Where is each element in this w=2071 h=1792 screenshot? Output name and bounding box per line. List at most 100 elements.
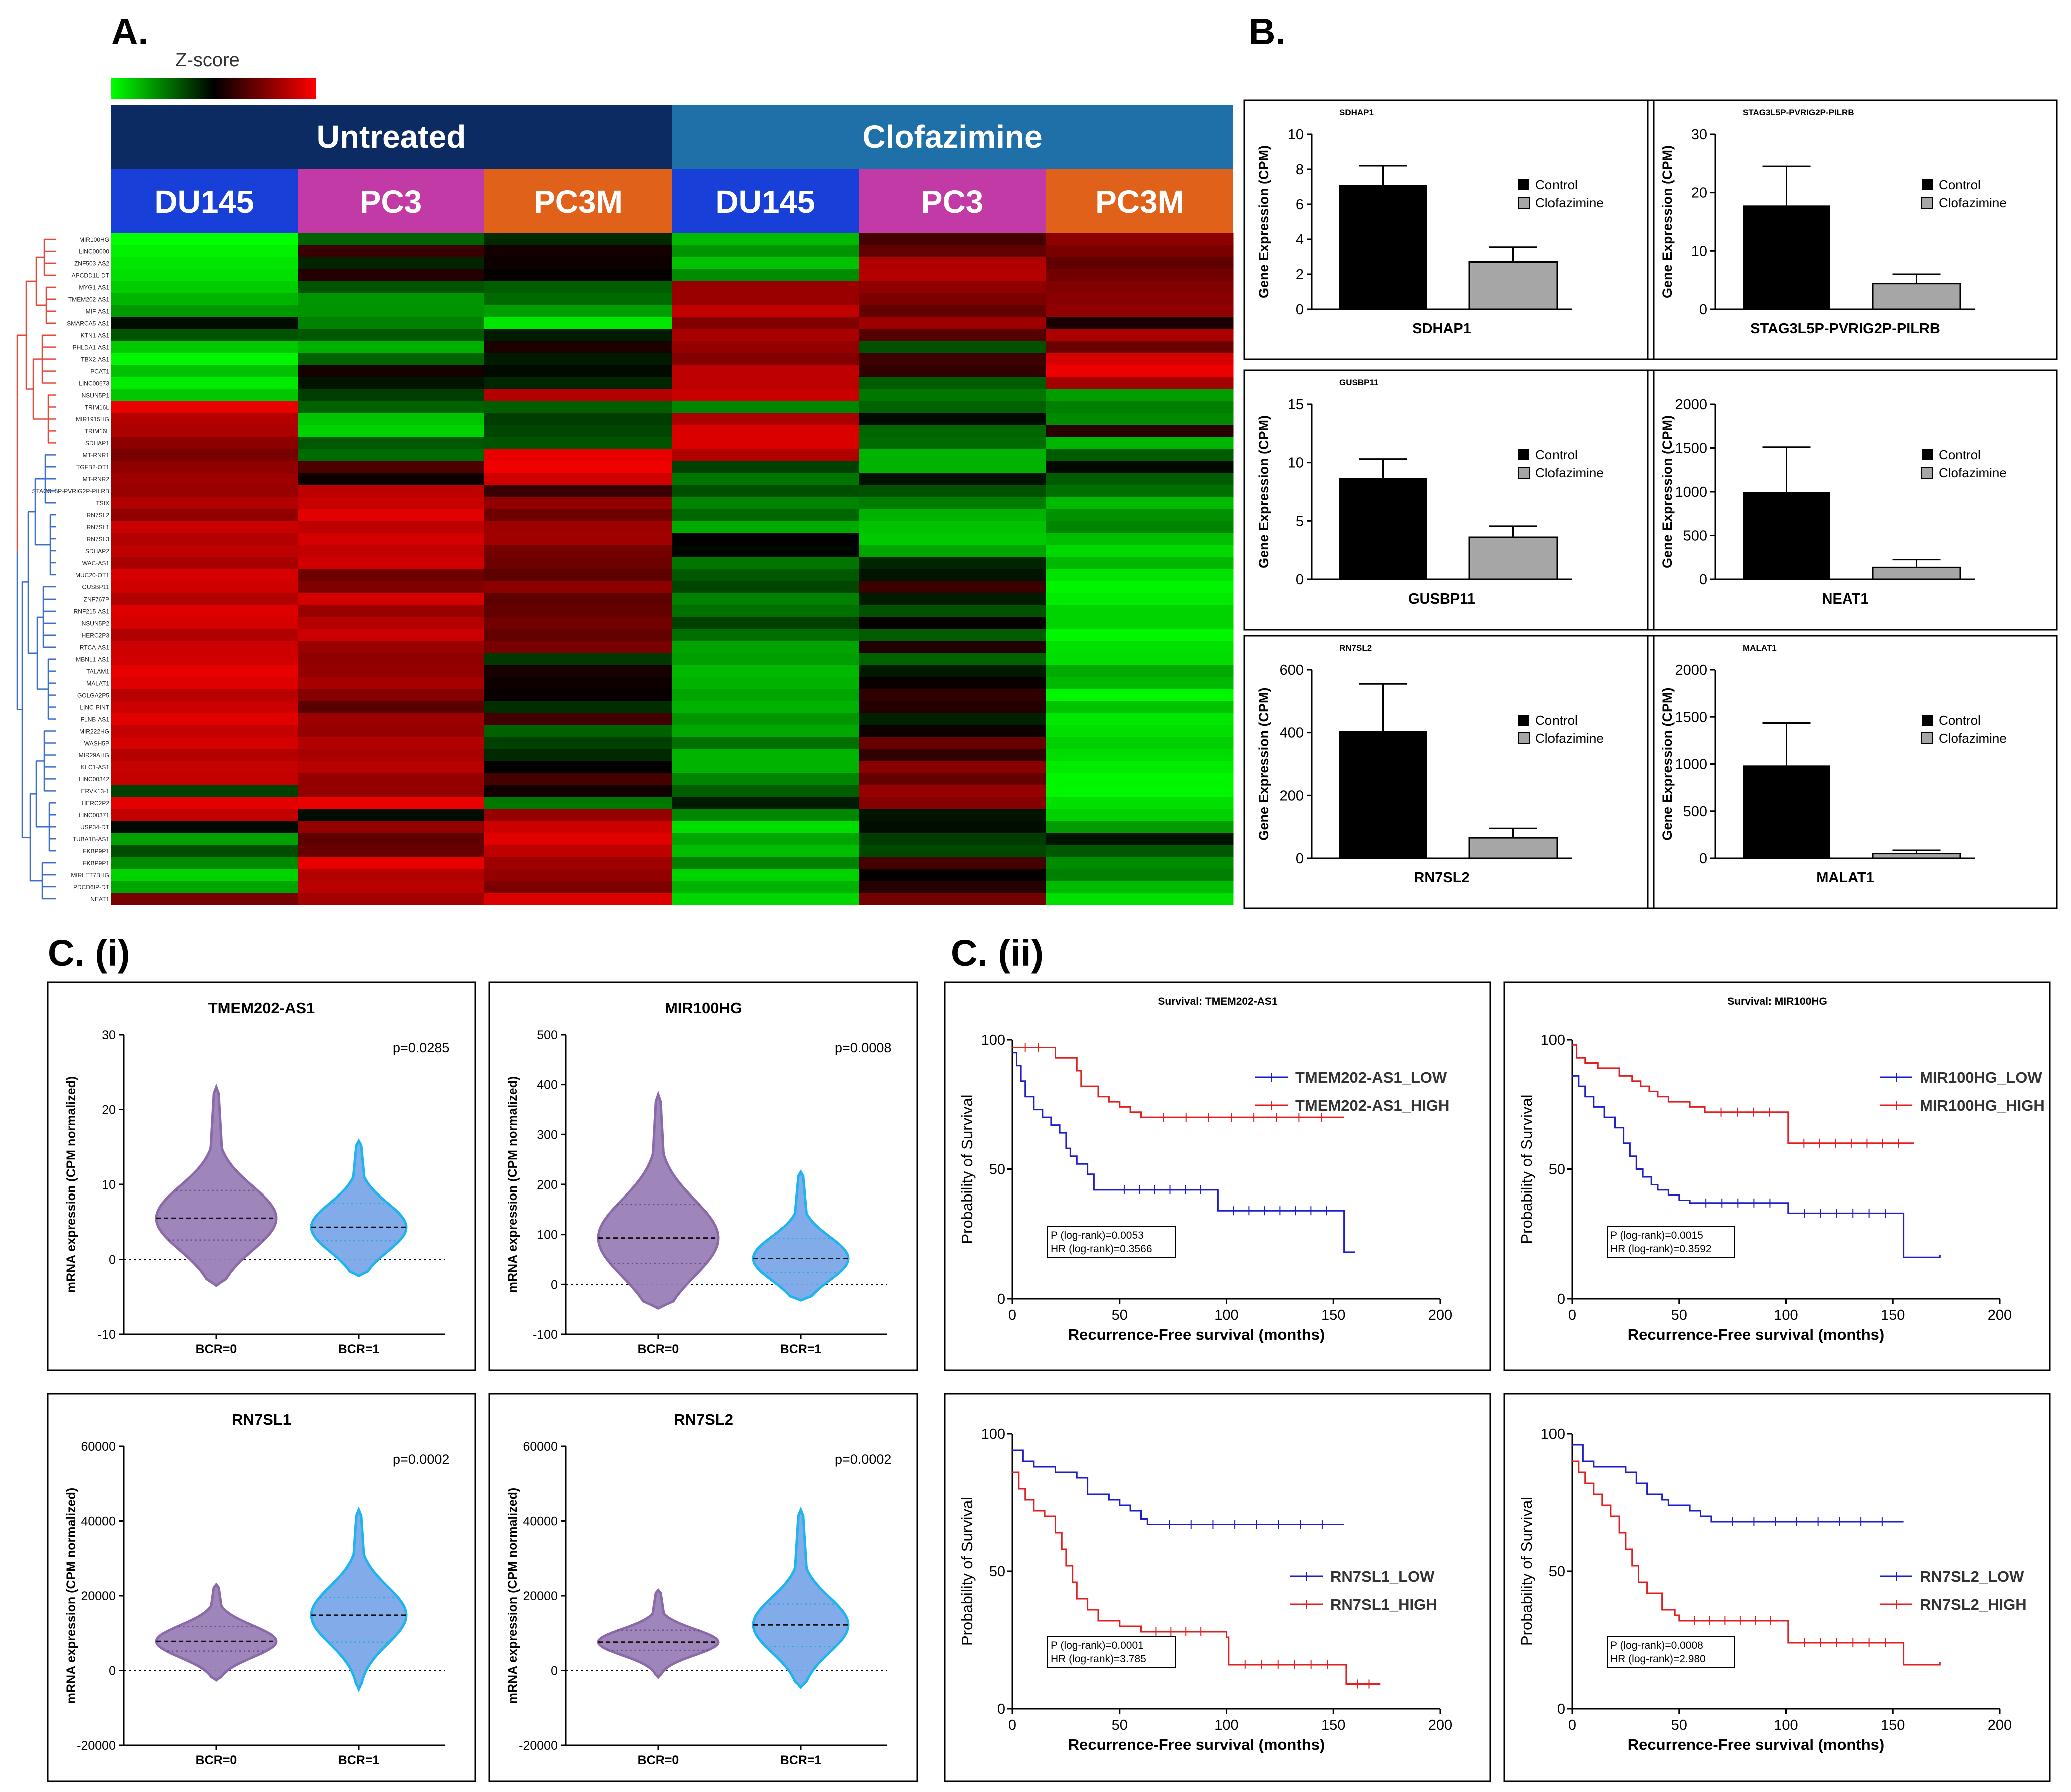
heatmap-cell [111, 437, 298, 449]
stats-hazard-ratio: HR (log-rank)=0.3592 [1610, 1243, 1712, 1255]
legend-swatch-clofazimine [1518, 467, 1530, 479]
x-tick-label: 150 [1321, 1307, 1345, 1323]
y-tick-label: 1000 [1675, 757, 1707, 773]
heatmap-cell [111, 821, 298, 833]
heatmap-cell [672, 305, 859, 318]
heatmap-cell [298, 833, 485, 845]
heatmap-cell [1046, 737, 1234, 750]
y-tick-label: 20 [102, 1103, 116, 1117]
heatmap-cell [672, 341, 859, 354]
p-value: p=0.0285 [393, 1040, 449, 1055]
y-tick-label: -100 [533, 1328, 558, 1342]
y-tick-label: 20000 [81, 1589, 116, 1603]
zscore-label: Z-score [175, 50, 240, 71]
x-tick-label: 50 [1671, 1307, 1687, 1323]
heatmap-cell [298, 353, 485, 366]
heatmap-cell [859, 605, 1047, 618]
y-tick-label: 600 [1280, 662, 1304, 678]
heatmap-cell [111, 461, 298, 473]
gene-label: KTN1-AS1 [81, 332, 110, 339]
heatmap-cell [1046, 509, 1234, 521]
heatmap-cell [298, 317, 485, 330]
heatmap-cell [859, 545, 1047, 557]
y-tick-label: 0 [1699, 572, 1707, 588]
heatmap-cell [111, 317, 298, 330]
heatmap-cell [1046, 257, 1234, 270]
legend-label-clofazimine: Clofazimine [1535, 195, 1604, 210]
heatmap-cell [672, 245, 859, 258]
bar-chart-5: RN7SL2 0 200 400 600 Gene Expression (CPM) RN7… [1243, 635, 1655, 909]
gene-label: USP34-DT [80, 824, 110, 831]
heatmap-cell [298, 893, 485, 905]
heatmap-cell [672, 485, 859, 497]
x-axis-label: STAG3L5P-PVRIG2P-PILRB [1750, 321, 1940, 337]
y-tick-label: 1500 [1675, 709, 1707, 725]
gene-label: MIR100HG [79, 236, 109, 243]
heatmap-cell [1046, 881, 1234, 893]
heatmap-cell [484, 461, 672, 473]
heatmap-cell [298, 365, 485, 378]
legend-label-high: MIR100HG_HIGH [1920, 1097, 2045, 1114]
legend-label-high: RN7SL1_HIGH [1330, 1596, 1437, 1613]
heatmap-cell [484, 365, 672, 378]
heatmap-cell [111, 629, 298, 642]
heatmap-cell [111, 533, 298, 545]
heatmap-cell [298, 737, 485, 750]
legend-swatch-control [1922, 179, 1933, 190]
heatmap-cell [111, 497, 298, 509]
gene-label: NEAT1 [90, 896, 109, 903]
violin-panel-frame [47, 1393, 476, 1782]
y-tick-label: 0 [109, 1664, 116, 1678]
zscore-colorbar [111, 78, 316, 99]
heatmap-cell [672, 257, 859, 270]
heatmap-cell [859, 737, 1047, 750]
y-tick-label: 400 [537, 1078, 558, 1092]
heatmap-cell [111, 641, 298, 654]
heatmap-cell [484, 233, 672, 246]
heatmap-cell [111, 833, 298, 845]
heatmap-cell [484, 413, 672, 426]
bar-clofazimine [1468, 837, 1558, 859]
heatmap-cell [859, 749, 1047, 762]
bar-clofazimine [1468, 536, 1558, 580]
bar-chart-title: MALAT1 [1743, 643, 1777, 653]
legend-label-high: RN7SL2_HIGH [1920, 1596, 2027, 1613]
heatmap-cell [1046, 305, 1234, 318]
gene-label: TMEM202-AS1 [68, 296, 109, 303]
heatmap-cell [298, 293, 485, 306]
heatmap-cell [672, 617, 859, 630]
gene-label: RN7SL3 [87, 536, 110, 543]
heatmap-cell [672, 809, 859, 821]
heatmap-cell [1046, 893, 1234, 905]
y-axis-label: Gene Expression (CPM) [1660, 145, 1675, 298]
heatmap-cell [1046, 365, 1234, 378]
violin-panel-frame [47, 981, 476, 1371]
p-value: p=0.0002 [393, 1452, 449, 1467]
heatmap-cell [859, 641, 1047, 654]
heatmap-cell [1046, 557, 1234, 569]
heatmap-cell [298, 641, 485, 654]
heatmap-cell [111, 485, 298, 497]
y-tick-label: 60000 [81, 1440, 116, 1454]
y-tick-label: 0 [1557, 1701, 1565, 1717]
legend-swatch-control [1518, 715, 1529, 726]
heatmap-cell [111, 617, 298, 630]
heatmap-cell [111, 773, 298, 785]
legend-swatch-clofazimine [1921, 197, 1933, 209]
heatmap-panel: Z-score Untreated Clofazimine DU145 PC3 … [16, 50, 1234, 905]
x-category-label: BCR=1 [780, 1342, 822, 1356]
heatmap-cell [859, 713, 1047, 726]
y-axis-label: mRNA expression (CPM normalized) [64, 1076, 78, 1293]
heatmap-cell [1046, 809, 1234, 821]
heatmap-cell [298, 377, 485, 390]
stats-hazard-ratio: HR (log-rank)=2.980 [1610, 1653, 1706, 1665]
survival-panel: Survival: TMEM202-AS1 0 50 100 0 50 100 150 200 R… [944, 981, 2051, 1782]
x-tick-label: 100 [1214, 1307, 1238, 1323]
heatmap-cell [1046, 485, 1234, 497]
heatmap-cell [859, 341, 1047, 354]
heatmap-cell [484, 677, 672, 690]
violin-bcr1 [752, 1169, 850, 1302]
heatmap-cell [484, 580, 672, 593]
